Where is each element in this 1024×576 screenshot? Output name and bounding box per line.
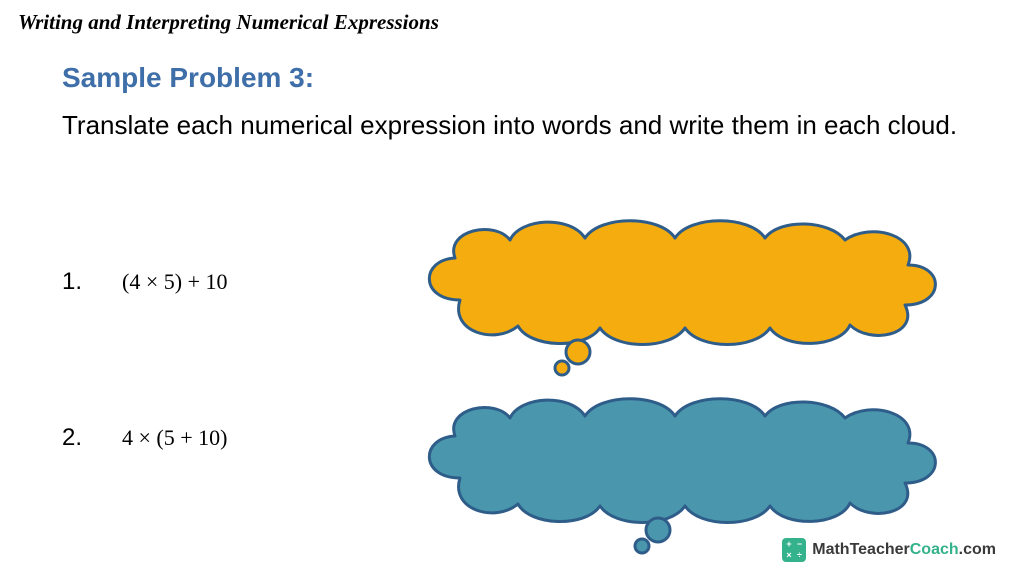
problem-expression: 4 × (5 + 10) xyxy=(122,425,227,451)
instructions-text: Translate each numerical expression into… xyxy=(62,108,964,143)
brand-logo-icon: + − × ÷ xyxy=(782,538,806,562)
brand-text: MathTeacherCoach.com xyxy=(812,541,996,559)
sample-problem-heading: Sample Problem 3: xyxy=(62,62,314,94)
problem-number: 1. xyxy=(62,268,82,296)
answer-cloud-1 xyxy=(400,210,960,380)
footer-brand: + − × ÷ MathTeacherCoach.com xyxy=(782,538,996,562)
logo-glyph: + xyxy=(784,540,794,550)
cloud-icon xyxy=(400,388,960,558)
logo-glyph: − xyxy=(795,540,805,550)
cloud-icon xyxy=(400,210,960,380)
logo-glyph: ÷ xyxy=(795,551,805,561)
brand-part: .com xyxy=(959,541,996,558)
answer-cloud-2 xyxy=(400,388,960,558)
page-title: Writing and Interpreting Numerical Expre… xyxy=(18,10,439,35)
problem-1: 1. (4 × 5) + 10 xyxy=(62,268,227,296)
brand-part: Coach xyxy=(910,541,959,558)
brand-part: MathTeacher xyxy=(812,541,910,558)
problem-2: 2. 4 × (5 + 10) xyxy=(62,424,227,452)
problem-expression: (4 × 5) + 10 xyxy=(122,269,227,295)
problem-number: 2. xyxy=(62,424,82,452)
logo-glyph: × xyxy=(784,551,794,561)
